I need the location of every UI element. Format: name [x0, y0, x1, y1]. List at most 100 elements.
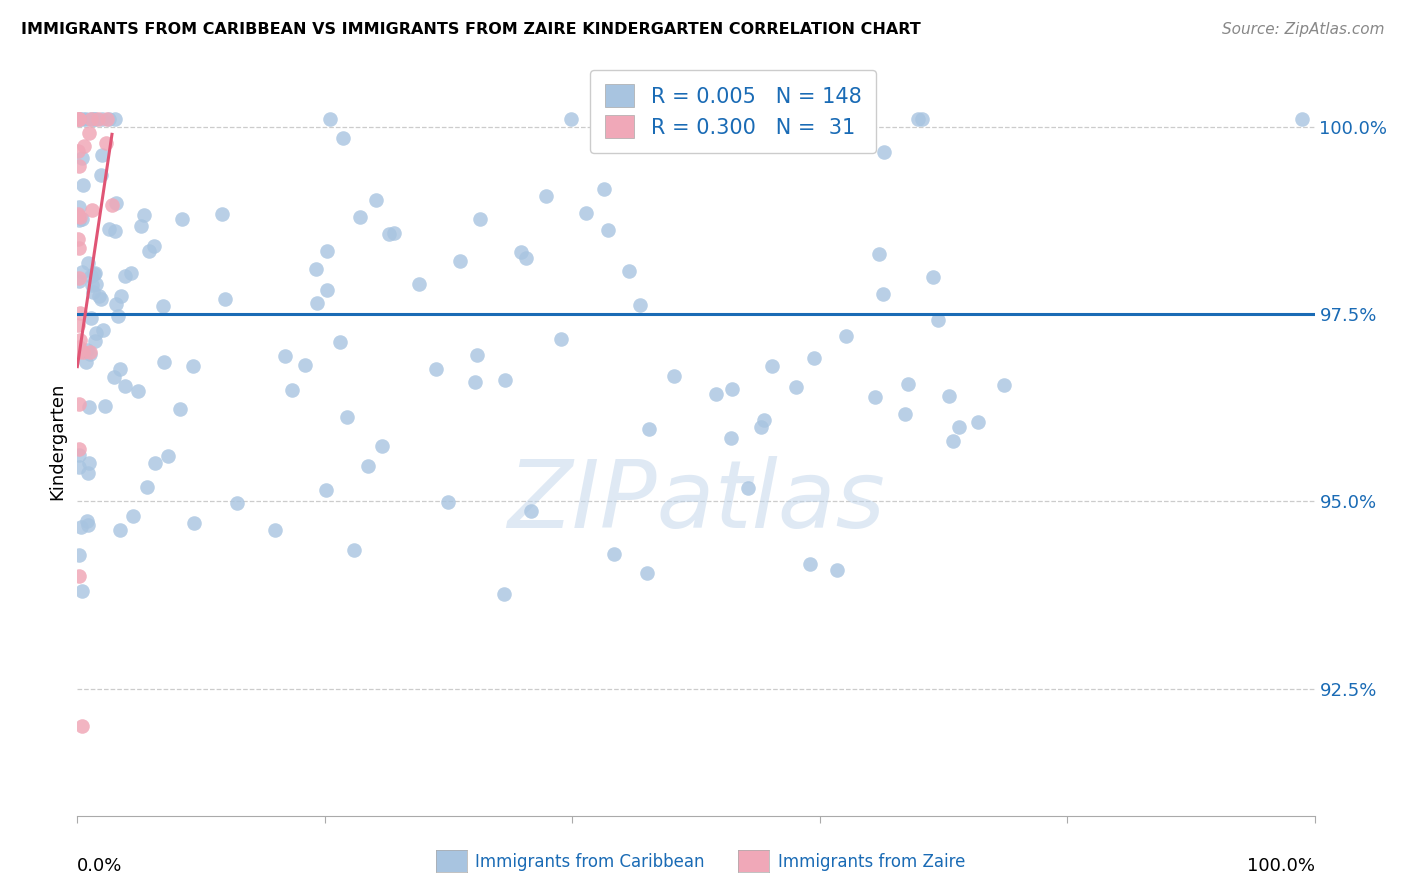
- Point: [1291, 112, 1313, 127]
- Point: [911, 112, 934, 127]
- Point: [592, 182, 614, 196]
- Point: [104, 112, 127, 127]
- Text: ZIPatlas: ZIPatlas: [508, 456, 884, 547]
- Point: [336, 410, 359, 425]
- Point: [105, 297, 128, 311]
- Point: [720, 431, 742, 445]
- Point: [617, 264, 640, 278]
- Point: [948, 420, 970, 434]
- Point: [84, 326, 107, 341]
- Point: [67, 159, 90, 173]
- Legend: R = 0.005   N = 148, R = 0.300   N =  31: R = 0.005 N = 148, R = 0.300 N = 31: [591, 70, 876, 153]
- Point: [72, 344, 94, 359]
- Point: [873, 145, 896, 159]
- Point: [170, 212, 193, 227]
- Point: [371, 439, 394, 453]
- Point: [211, 207, 233, 221]
- Point: [664, 369, 686, 384]
- Point: [294, 358, 316, 372]
- Point: [307, 296, 329, 310]
- Point: [83, 267, 105, 281]
- Point: [96, 112, 118, 127]
- Point: [315, 483, 337, 497]
- Point: [131, 219, 153, 233]
- Point: [77, 256, 100, 270]
- Point: [868, 247, 890, 261]
- Point: [225, 496, 247, 510]
- Point: [67, 207, 90, 221]
- Point: [67, 112, 90, 127]
- Point: [157, 449, 180, 463]
- Point: [120, 266, 142, 280]
- Point: [316, 283, 339, 297]
- Point: [281, 384, 304, 398]
- Point: [510, 245, 533, 260]
- Text: IMMIGRANTS FROM CARIBBEAN VS IMMIGRANTS FROM ZAIRE KINDERGARTEN CORRELATION CHAR: IMMIGRANTS FROM CARIBBEAN VS IMMIGRANTS …: [21, 22, 921, 37]
- Point: [94, 136, 117, 150]
- Point: [90, 292, 112, 306]
- Point: [942, 434, 965, 449]
- Point: [329, 334, 352, 349]
- Point: [104, 195, 127, 210]
- Point: [169, 401, 191, 416]
- Point: [114, 378, 136, 392]
- Point: [799, 557, 821, 571]
- Point: [408, 277, 430, 291]
- Point: [752, 413, 775, 427]
- Point: [67, 271, 90, 285]
- Point: [349, 210, 371, 224]
- Point: [938, 389, 960, 403]
- Point: [70, 519, 93, 533]
- Point: [519, 504, 541, 518]
- Point: [107, 309, 129, 323]
- Point: [89, 289, 111, 303]
- Point: [70, 265, 93, 279]
- Point: [69, 333, 91, 347]
- Point: [628, 298, 651, 312]
- Point: [73, 139, 96, 153]
- Point: [127, 384, 149, 398]
- Point: [69, 210, 91, 224]
- Point: [749, 419, 772, 434]
- Point: [82, 277, 104, 292]
- Point: [437, 494, 460, 508]
- Point: [921, 270, 943, 285]
- Point: [152, 299, 174, 313]
- Point: [91, 323, 114, 337]
- Point: [67, 442, 90, 456]
- Point: [79, 126, 101, 140]
- Point: [214, 292, 236, 306]
- Text: 0.0%: 0.0%: [77, 857, 122, 875]
- Text: 100.0%: 100.0%: [1247, 857, 1315, 875]
- Point: [515, 252, 537, 266]
- Point: [80, 203, 103, 218]
- Y-axis label: Kindergarten: Kindergarten: [48, 383, 66, 500]
- Point: [67, 112, 90, 127]
- Point: [993, 377, 1015, 392]
- Point: [90, 169, 112, 183]
- Point: [704, 387, 727, 401]
- Point: [80, 269, 103, 284]
- Point: [72, 112, 94, 127]
- Point: [761, 359, 783, 374]
- Point: [76, 343, 98, 357]
- Point: [143, 239, 166, 253]
- Point: [80, 112, 103, 127]
- Point: [785, 380, 807, 394]
- Point: [737, 481, 759, 495]
- Point: [550, 333, 572, 347]
- Point: [69, 112, 91, 127]
- Point: [136, 480, 159, 494]
- Point: [378, 227, 401, 241]
- Point: [104, 224, 127, 238]
- Point: [425, 362, 447, 376]
- Point: [103, 370, 125, 384]
- Point: [382, 226, 405, 240]
- Point: [560, 112, 582, 127]
- Point: [98, 112, 121, 127]
- Point: [134, 208, 156, 222]
- Point: [80, 310, 103, 325]
- Point: [894, 407, 917, 421]
- Point: [357, 458, 380, 473]
- Point: [332, 131, 354, 145]
